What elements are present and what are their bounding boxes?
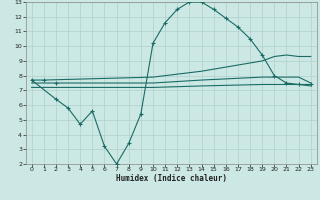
X-axis label: Humidex (Indice chaleur): Humidex (Indice chaleur) [116, 174, 227, 183]
